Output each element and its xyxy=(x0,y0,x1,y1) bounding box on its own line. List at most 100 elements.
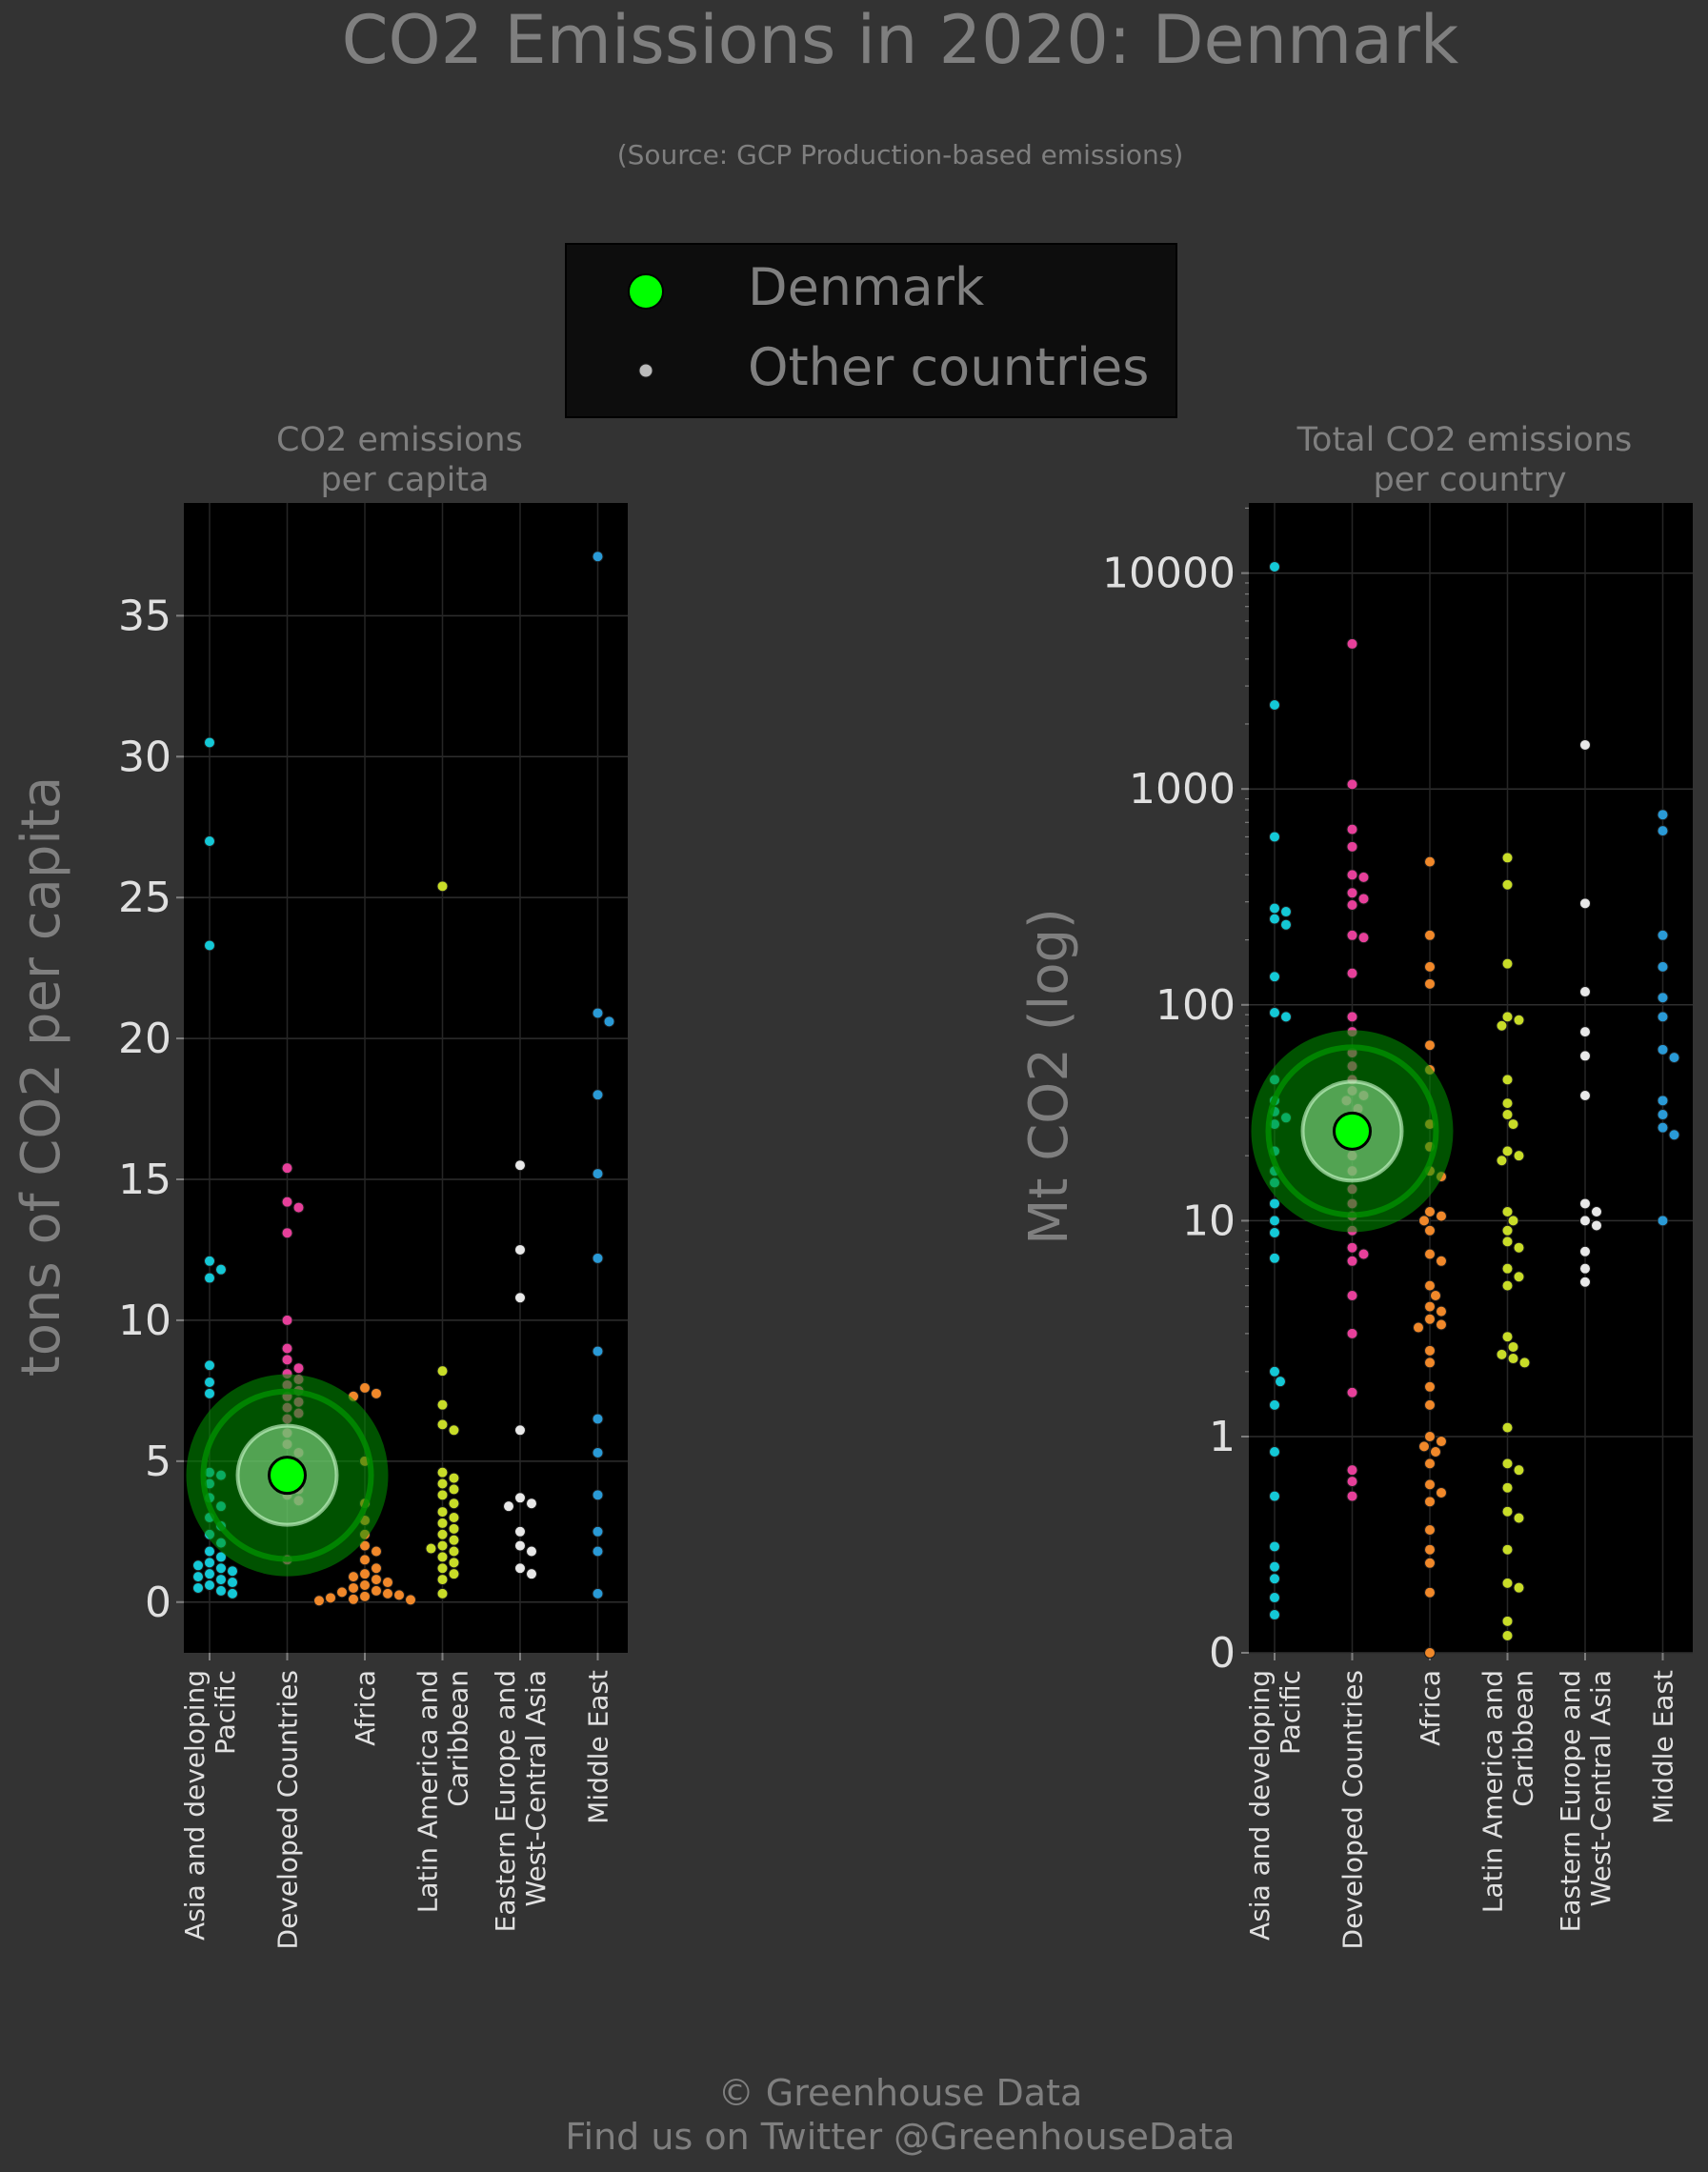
data-point-total-developed-countries xyxy=(1346,1289,1358,1301)
data-point-per-capita-eastern-europe-and-west-central-asia xyxy=(514,1243,526,1256)
data-point-per-capita-asia-and-developing-pacific xyxy=(204,1579,215,1591)
data-point-per-capita-asia-and-developing-pacific xyxy=(204,1568,215,1580)
data-point-total-latin-america-and-caribbean xyxy=(1496,1348,1508,1360)
data-point-total-africa xyxy=(1424,1557,1436,1569)
data-point-per-capita-middle-east xyxy=(592,1345,604,1358)
data-point-per-capita-africa xyxy=(359,1579,371,1591)
data-point-total-developed-countries xyxy=(1346,1464,1358,1477)
data-point-per-capita-developed-countries xyxy=(281,1227,293,1239)
data-point-per-capita-africa xyxy=(348,1581,359,1594)
xtick-label-per-capita-middle-east: Middle East xyxy=(583,1670,614,1824)
data-point-per-capita-africa xyxy=(371,1584,382,1597)
data-point-total-latin-america-and-caribbean xyxy=(1513,1271,1525,1283)
data-point-per-capita-latin-america-and-caribbean xyxy=(448,1557,460,1569)
data-point-total-middle-east xyxy=(1657,825,1669,837)
data-point-total-africa xyxy=(1424,929,1436,941)
xtick-label-total-africa: Africa xyxy=(1415,1670,1446,1746)
data-point-total-africa xyxy=(1424,1039,1436,1052)
data-point-total-asia-and-developing-pacific xyxy=(1269,1560,1280,1573)
legend-marker-denmark xyxy=(628,273,664,310)
data-point-per-capita-eastern-europe-and-west-central-asia xyxy=(514,1562,526,1575)
data-point-per-capita-latin-america-and-caribbean xyxy=(448,1424,460,1437)
data-point-total-latin-america-and-caribbean xyxy=(1513,1150,1525,1162)
data-point-per-capita-africa xyxy=(405,1594,416,1606)
data-point-total-asia-and-developing-pacific xyxy=(1269,971,1280,983)
data-point-per-capita-latin-america-and-caribbean xyxy=(448,1568,460,1580)
data-point-per-capita-asia-and-developing-pacific xyxy=(215,1562,227,1575)
data-point-total-latin-america-and-caribbean xyxy=(1501,1206,1514,1218)
data-point-total-africa xyxy=(1436,1305,1447,1317)
data-point-total-africa xyxy=(1424,1380,1436,1393)
data-point-per-capita-asia-and-developing-pacific xyxy=(204,1255,215,1267)
data-point-per-capita-latin-america-and-caribbean xyxy=(436,1517,449,1529)
data-point-total-latin-america-and-caribbean xyxy=(1501,1074,1514,1086)
data-point-total-eastern-europe-and-west-central-asia xyxy=(1579,1026,1591,1038)
data-point-per-capita-africa xyxy=(359,1590,371,1602)
data-point-per-capita-asia-and-developing-pacific xyxy=(204,1387,215,1399)
page-title: CO2 Emissions in 2020: Denmark xyxy=(342,1,1459,79)
data-point-per-capita-middle-east xyxy=(592,1089,604,1101)
data-point-total-latin-america-and-caribbean xyxy=(1501,1097,1514,1110)
data-point-per-capita-middle-east xyxy=(592,1525,604,1538)
data-point-total-eastern-europe-and-west-central-asia xyxy=(1579,897,1591,910)
data-point-total-asia-and-developing-pacific xyxy=(1269,560,1280,573)
data-point-per-capita-middle-east xyxy=(592,551,604,563)
data-point-total-africa xyxy=(1424,1313,1436,1325)
data-point-total-developed-countries xyxy=(1346,637,1358,650)
data-point-per-capita-asia-and-developing-pacific xyxy=(192,1571,204,1583)
ytick-label-total-1000: 1000 xyxy=(1129,765,1236,814)
panel-title-per-capita: CO2 emissions per capita xyxy=(276,421,533,499)
data-point-per-capita-africa xyxy=(393,1589,405,1601)
xtick-label-total-developed-countries: Developed Countries xyxy=(1337,1670,1369,1949)
data-point-total-latin-america-and-caribbean xyxy=(1501,852,1514,864)
data-point-total-africa xyxy=(1424,1300,1436,1313)
data-point-total-africa xyxy=(1424,1344,1436,1357)
data-point-total-latin-america-and-caribbean xyxy=(1518,1357,1531,1369)
data-point-per-capita-africa xyxy=(371,1545,382,1558)
data-point-total-latin-america-and-caribbean xyxy=(1507,1353,1519,1365)
page-subtitle: (Source: GCP Production-based emissions) xyxy=(617,139,1184,171)
data-point-total-developed-countries xyxy=(1346,869,1358,881)
data-point-total-latin-america-and-caribbean xyxy=(1501,1109,1514,1121)
legend-label-denmark: Denmark xyxy=(748,257,985,317)
data-point-per-capita-eastern-europe-and-west-central-asia xyxy=(526,1568,537,1580)
xtick-label-total-eastern-europe-and-west-central-asia-2: West-Central Asia xyxy=(1585,1670,1617,1906)
data-point-per-capita-middle-east xyxy=(592,1413,604,1425)
data-point-total-africa xyxy=(1430,1446,1441,1458)
data-point-total-latin-america-and-caribbean xyxy=(1501,1543,1514,1556)
data-point-per-capita-middle-east xyxy=(592,1545,604,1558)
data-point-per-capita-developed-countries xyxy=(281,1196,293,1208)
data-point-total-developed-countries xyxy=(1346,840,1358,853)
xtick-label-per-capita-asia-and-developing-pacific-1: Asia and developing xyxy=(179,1670,211,1941)
data-point-per-capita-eastern-europe-and-west-central-asia xyxy=(514,1159,526,1172)
data-point-total-africa xyxy=(1424,1496,1436,1508)
xtick-label-total-eastern-europe-and-west-central-asia-1: Eastern Europe and xyxy=(1555,1670,1586,1932)
data-point-per-capita-africa xyxy=(371,1574,382,1586)
data-point-per-capita-latin-america-and-caribbean xyxy=(436,1539,449,1552)
xtick-label-total-asia-and-developing-pacific-2: Pacific xyxy=(1275,1670,1306,1755)
data-point-total-eastern-europe-and-west-central-asia xyxy=(1591,1219,1602,1232)
ytick-label-per-capita-10: 10 xyxy=(118,1297,171,1345)
data-point-per-capita-asia-and-developing-pacific xyxy=(204,1557,215,1569)
data-point-total-latin-america-and-caribbean xyxy=(1496,1019,1508,1032)
data-point-total-middle-east xyxy=(1657,929,1669,941)
data-point-total-developed-countries xyxy=(1346,1011,1358,1023)
data-point-total-asia-and-developing-pacific xyxy=(1280,918,1292,931)
data-point-per-capita-asia-and-developing-pacific xyxy=(204,1359,215,1372)
data-point-total-middle-east xyxy=(1657,1121,1669,1134)
data-point-total-eastern-europe-and-west-central-asia xyxy=(1579,1197,1591,1210)
data-point-total-africa xyxy=(1424,1431,1436,1442)
footer-twitter: Find us on Twitter @GreenhouseData xyxy=(565,2116,1235,2158)
data-point-total-africa xyxy=(1424,1206,1436,1218)
data-point-total-middle-east xyxy=(1657,992,1669,1004)
data-point-total-latin-america-and-caribbean xyxy=(1513,1581,1525,1594)
data-point-total-middle-east xyxy=(1668,1052,1680,1064)
xtick-label-total-middle-east: Middle East xyxy=(1648,1670,1679,1824)
data-point-total-africa xyxy=(1436,1255,1447,1267)
data-point-per-capita-africa xyxy=(371,1387,382,1399)
data-point-total-asia-and-developing-pacific xyxy=(1269,1609,1280,1621)
data-point-total-developed-countries xyxy=(1346,929,1358,941)
data-point-per-capita-asia-and-developing-pacific xyxy=(215,1584,227,1597)
data-point-total-africa xyxy=(1418,1215,1430,1227)
